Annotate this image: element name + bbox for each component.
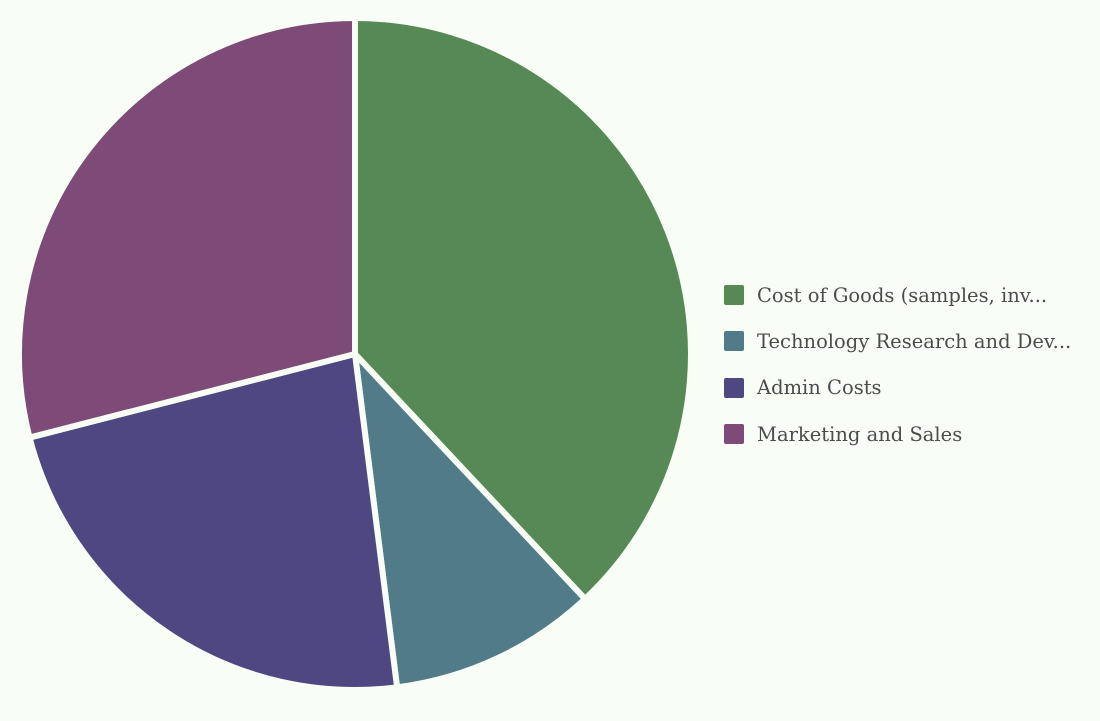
- legend-item[interactable]: Marketing and Sales: [724, 411, 1094, 457]
- pie-slice: [352, 15, 694, 602]
- pie-slice: [16, 15, 358, 441]
- legend-label: Admin Costs: [757, 376, 882, 400]
- legend-swatch: [724, 285, 744, 306]
- legend-swatch: [724, 331, 744, 352]
- legend-label: Technology Research and Dev...: [757, 329, 1072, 353]
- pie-slice: [352, 351, 589, 691]
- legend-swatch: [724, 377, 744, 398]
- legend-item[interactable]: Admin Costs: [724, 365, 1094, 411]
- legend-item[interactable]: Technology Research and Dev...: [724, 318, 1094, 364]
- legend-swatch: [724, 424, 744, 445]
- chart-legend: Cost of Goods (samples, inv... Technology…: [724, 272, 1094, 457]
- legend-item[interactable]: Cost of Goods (samples, inv...: [724, 272, 1094, 318]
- pie-slice: [26, 351, 401, 693]
- legend-label: Cost of Goods (samples, inv...: [757, 283, 1048, 307]
- legend-label: Marketing and Sales: [757, 422, 963, 446]
